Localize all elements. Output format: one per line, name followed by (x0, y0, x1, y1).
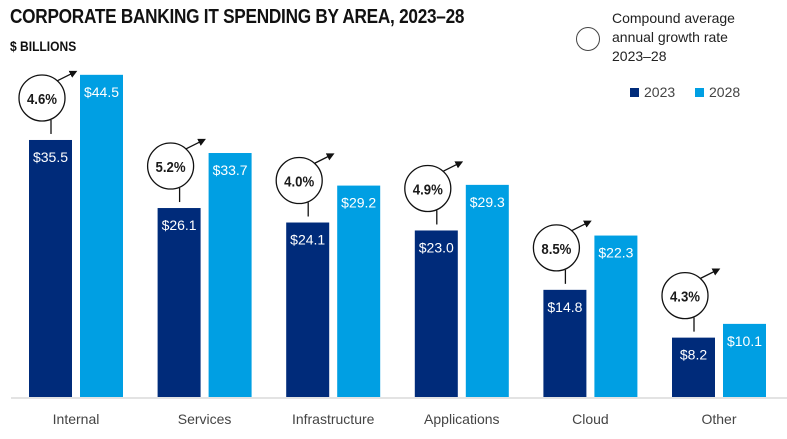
cagr-bubble-internal (18, 74, 66, 122)
x-tick-label-services: Services (178, 411, 232, 427)
x-tick-label-cloud: Cloud (572, 411, 609, 427)
bar-2028-cloud (594, 235, 638, 397)
bar-2023-infrastructure (286, 222, 330, 397)
cagr-arrow-icon-internal (56, 70, 78, 82)
cagr-value-internal: 4.6% (27, 90, 57, 107)
bar-2028-services (208, 153, 252, 397)
bar-label-2028-applications: $29.3 (470, 194, 505, 210)
cagr-legend-line-2: annual growth rate (612, 29, 728, 45)
cagr-arrow-icon-services (185, 138, 206, 150)
legend-label-2028: 2028 (709, 84, 741, 100)
cagr-arrow-icon-cloud (571, 220, 592, 232)
cagr-arrow-icon-infrastructure (313, 153, 335, 165)
x-tick-label-internal: Internal (53, 411, 100, 427)
cagr-bubble-infrastructure (275, 156, 323, 205)
bar-2028-applications (465, 184, 509, 397)
bar-label-2028-cloud: $22.3 (598, 245, 633, 261)
bar-label-2023-infrastructure: $24.1 (290, 232, 325, 248)
bar-2023-services (157, 208, 201, 397)
chart-title: CORPORATE BANKING IT SPENDING BY AREA, 2… (10, 6, 465, 28)
cagr-legend-line-1: Compound average (612, 10, 735, 26)
legend-item-2028: 2028 (695, 84, 740, 100)
bar-2023-cloud (543, 289, 587, 397)
cagr-arrow-icon-applications (442, 161, 464, 173)
bar-2028-internal (80, 74, 123, 397)
legend-swatch-2023 (630, 87, 639, 97)
bar-2028-other (723, 323, 766, 397)
cagr-value-applications: 4.9% (413, 181, 443, 198)
legend-swatch-2028 (695, 87, 704, 97)
bar-label-2023-cloud: $14.8 (547, 299, 582, 315)
legend-label-2023: 2023 (644, 84, 676, 100)
chart-subtitle: $ BILLIONS (10, 38, 77, 54)
cagr-legend-label: Compound average annual growth rate 2023… (612, 9, 735, 66)
x-tick-label-other: Other (701, 411, 736, 427)
bar-2028-infrastructure (337, 185, 381, 397)
cagr-bubble-other (661, 271, 709, 320)
bar-label-2028-infrastructure: $29.2 (341, 195, 376, 211)
bar-label-2028-other: $10.1 (727, 333, 762, 349)
cagr-value-other: 4.3% (670, 288, 700, 305)
cagr-bubble-applications (404, 164, 452, 213)
bar-label-2023-internal: $35.5 (33, 149, 68, 165)
cagr-legend-line-3: 2023–28 (612, 48, 667, 64)
cagr-value-cloud: 8.5% (541, 240, 571, 257)
bar-2023-other (672, 337, 715, 397)
cagr-value-infrastructure: 4.0% (284, 173, 314, 190)
bar-label-2028-internal: $44.5 (84, 84, 119, 100)
cagr-arrow-icon-other (699, 268, 721, 280)
bar-label-2023-other: $8.2 (680, 347, 707, 363)
bar-2023-applications (414, 230, 458, 397)
cagr-bubble-cloud (532, 224, 581, 272)
bar-label-2023-applications: $23.0 (419, 239, 454, 255)
cagr-value-services: 5.2% (156, 158, 186, 175)
x-tick-label-applications: Applications (424, 411, 500, 427)
x-tick-label-infrastructure: Infrastructure (292, 411, 375, 427)
legend-item-2023: 2023 (630, 84, 675, 100)
bar-label-2028-services: $33.7 (213, 162, 248, 178)
bar-label-2023-services: $26.1 (162, 217, 197, 233)
bar-2023-internal (29, 139, 72, 398)
cagr-legend-circle-icon (576, 27, 600, 51)
cagr-bubble-services (146, 142, 195, 190)
